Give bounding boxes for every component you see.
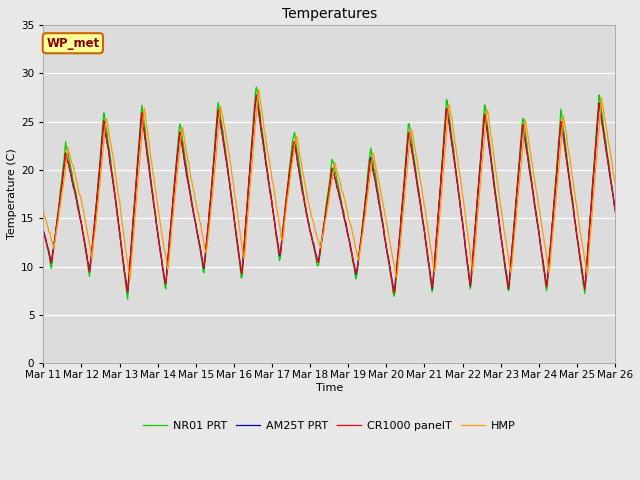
CR1000 panelT [390,289,398,295]
CR1000 panelT [40,228,47,234]
Line: CR1000 panelT: CR1000 panelT [44,82,640,292]
AM25T PRT [390,289,398,295]
Line: NR01 PRT: NR01 PRT [44,72,640,299]
Text: WP_met: WP_met [46,37,99,50]
HMP [636,72,640,77]
HMP [277,233,285,239]
CR1000 panelT [253,98,261,104]
AM25T PRT [412,175,420,181]
CR1000 panelT [276,251,284,257]
Y-axis label: Temperature (C): Temperature (C) [7,149,17,240]
Line: HMP: HMP [44,74,640,279]
HMP [254,91,262,97]
NR01 PRT [447,121,454,127]
AM25T PRT [253,99,261,105]
NR01 PRT [124,296,131,302]
NR01 PRT [277,246,285,252]
CR1000 panelT [447,130,454,135]
Legend: NR01 PRT, AM25T PRT, CR1000 panelT, HMP: NR01 PRT, AM25T PRT, CR1000 panelT, HMP [138,416,520,435]
NR01 PRT [412,170,420,176]
HMP [224,143,232,149]
NR01 PRT [634,69,640,74]
Line: AM25T PRT: AM25T PRT [44,81,640,292]
CR1000 panelT [111,193,119,199]
CR1000 panelT [412,175,420,181]
HMP [111,167,119,173]
NR01 PRT [254,95,262,101]
AM25T PRT [447,130,454,135]
HMP [447,108,454,114]
HMP [126,276,134,282]
Title: Temperatures: Temperatures [282,7,377,21]
AM25T PRT [40,228,47,234]
CR1000 panelT [634,79,640,85]
NR01 PRT [40,229,47,235]
HMP [40,208,47,214]
AM25T PRT [634,78,640,84]
NR01 PRT [224,165,232,170]
AM25T PRT [223,163,231,168]
CR1000 panelT [223,163,231,168]
NR01 PRT [111,193,119,199]
HMP [412,153,420,159]
AM25T PRT [111,193,119,199]
X-axis label: Time: Time [316,383,343,393]
AM25T PRT [276,251,284,257]
